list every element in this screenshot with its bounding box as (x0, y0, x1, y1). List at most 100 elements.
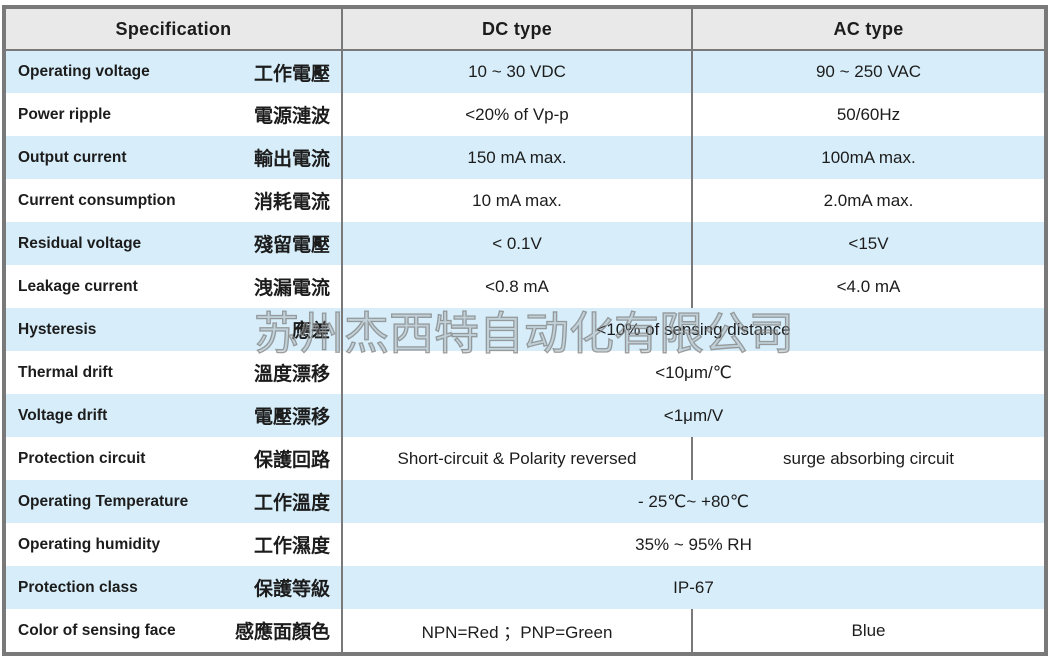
value-merged: <10μm/℃ (341, 351, 1044, 394)
header-ac-type: AC type (691, 9, 1044, 51)
table-row: Voltage drift 電壓漂移 <1μm/V (6, 394, 1044, 437)
value-dc: 150 mA max. (341, 136, 692, 179)
spec-label-en: Protection circuit (18, 449, 146, 467)
spec-label-zh: 應差 (291, 321, 330, 342)
spec-label-cell: Protection class 保護等級 (6, 566, 342, 609)
value-merged: IP-67 (341, 566, 1044, 609)
header-dc-type: DC type (341, 9, 692, 51)
value-dc: <0.8 mA (341, 265, 692, 308)
spec-label-en: Operating humidity (18, 535, 161, 553)
spec-label-en: Hysteresis (18, 320, 97, 338)
table-row: Current consumption 消耗電流 10 mA max. 2.0mA m… (6, 179, 1044, 222)
spec-label-cell: Operating voltage 工作電壓 (6, 50, 342, 93)
spec-label-wrap: Protection class 保護等級 (18, 574, 330, 601)
spec-label-cell: Color of sensing face 感應面顏色 (6, 609, 342, 652)
table-header: Specification DC type AC type (6, 9, 1044, 51)
value-ac: 2.0mA max. (691, 179, 1044, 222)
spec-label-wrap: Power ripple 電源漣波 (18, 101, 330, 128)
table-body: Operating voltage 工作電壓 10 ~ 30 VDC 90 ~ 250… (6, 50, 1044, 652)
table-row: Operating voltage 工作電壓 10 ~ 30 VDC 90 ~ 250… (6, 50, 1044, 93)
spec-label-wrap: Current consumption 消耗電流 (18, 187, 330, 214)
header-specification: Specification (6, 9, 342, 51)
value-ac: <4.0 mA (691, 265, 1044, 308)
spec-label-cell: Residual voltage 殘留電壓 (6, 222, 342, 265)
value-dc: Short-circuit & Polarity reversed (341, 437, 692, 480)
spec-label-en: Current consumption (18, 191, 176, 209)
spec-label-en: Color of sensing face (18, 621, 176, 639)
value-dc: 10 ~ 30 VDC (341, 50, 692, 93)
spec-label-cell: Current consumption 消耗電流 (6, 179, 342, 222)
value-dc: < 0.1V (341, 222, 692, 265)
spec-label-wrap: Voltage drift 電壓漂移 (18, 402, 330, 429)
spec-label-zh: 電源漣波 (253, 106, 330, 127)
spec-label-en: Operating voltage (18, 63, 150, 80)
spec-label-cell: Output current 輸出電流 (6, 136, 342, 179)
value-merged: 35% ~ 95% RH (341, 523, 1044, 566)
value-ac: 90 ~ 250 VAC (691, 50, 1044, 93)
spec-label-en: Power ripple (18, 105, 112, 123)
specification-table: Specification DC type AC type Operating … (6, 9, 1044, 652)
value-merged: <10% of sensing distance (341, 308, 1044, 351)
spec-label-zh: 感應面顏色 (234, 622, 330, 643)
table-row: Color of sensing face 感應面顏色 NPN=Red ；PNP=G… (6, 609, 1044, 652)
spec-label-zh: 工作溫度 (253, 493, 330, 514)
spec-label-wrap: Protection circuit 保護回路 (18, 445, 330, 472)
value-dc: <20% of Vp-p (341, 93, 692, 136)
value-dc: 10 mA max. (341, 179, 692, 222)
value-dc: NPN=Red ；PNP=Green (341, 609, 692, 652)
spec-label-zh: 工作電壓 (253, 63, 330, 85)
spec-label-wrap: Operating Temperature 工作溫度 (18, 488, 330, 515)
spec-label-zh: 電壓漂移 (253, 407, 330, 428)
table-row: Protection class 保護等級 IP-67 (6, 566, 1044, 609)
spec-label-wrap: Operating voltage 工作電壓 (18, 59, 330, 86)
table-row: Operating Temperature 工作溫度 - 25℃~ +80℃ (6, 480, 1044, 523)
table-row: Hysteresis 應差 <10% of sensing distance (6, 308, 1044, 351)
value-ac: 50/60Hz (691, 93, 1044, 136)
value-ac: surge absorbing circuit (691, 437, 1044, 480)
value-merged: - 25℃~ +80℃ (341, 480, 1044, 523)
spec-label-zh: 保護回路 (253, 450, 330, 471)
spec-label-wrap: Leakage current 洩漏電流 (18, 273, 330, 300)
spec-label-zh: 殘留電壓 (253, 235, 330, 256)
table-row: Residual voltage 殘留電壓 < 0.1V <15V (6, 222, 1044, 265)
spec-label-cell: Operating Temperature 工作溫度 (6, 480, 342, 523)
spec-label-en: Thermal drift (18, 363, 113, 381)
spec-label-zh: 消耗電流 (253, 192, 330, 213)
table-row: Power ripple 電源漣波 <20% of Vp-p 50/60Hz (6, 93, 1044, 136)
spec-label-zh: 洩漏電流 (253, 278, 330, 299)
table-row: Protection circuit 保護回路 Short-circuit & Po… (6, 437, 1044, 480)
spec-label-wrap: Residual voltage 殘留電壓 (18, 230, 330, 257)
value-merged: <1μm/V (341, 394, 1044, 437)
spec-label-cell: Leakage current 洩漏電流 (6, 265, 342, 308)
spec-table-frame: Specification DC type AC type Operating … (2, 5, 1048, 656)
spec-label-wrap: Operating humidity 工作濕度 (18, 531, 330, 558)
spec-label-en: Operating Temperature (18, 492, 189, 510)
spec-label-wrap: Hysteresis 應差 (18, 316, 330, 343)
table-row: Leakage current 洩漏電流 <0.8 mA <4.0 mA (6, 265, 1044, 308)
spec-label-wrap: Thermal drift 溫度漂移 (18, 359, 330, 386)
spec-label-cell: Hysteresis 應差 (6, 308, 342, 351)
value-ac: Blue (691, 609, 1044, 652)
spec-label-zh: 輸出電流 (253, 149, 330, 170)
spec-label-zh: 保護等級 (253, 579, 330, 600)
spec-label-zh: 溫度漂移 (253, 364, 330, 385)
spec-label-cell: Power ripple 電源漣波 (6, 93, 342, 136)
table-row: Operating humidity 工作濕度 35% ~ 95% RH (6, 523, 1044, 566)
spec-label-wrap: Color of sensing face 感應面顏色 (18, 617, 330, 644)
spec-label-zh: 工作濕度 (253, 536, 330, 557)
spec-label-cell: Protection circuit 保護回路 (6, 437, 342, 480)
table-row: Output current 輸出電流 150 mA max. 100mA max. (6, 136, 1044, 179)
spec-label-en: Voltage drift (18, 406, 108, 424)
value-ac: <15V (691, 222, 1044, 265)
table-row: Thermal drift 溫度漂移 <10μm/℃ (6, 351, 1044, 394)
spec-label-cell: Voltage drift 電壓漂移 (6, 394, 342, 437)
spec-label-en: Protection class (18, 578, 138, 596)
header-row: Specification DC type AC type (6, 9, 1044, 51)
value-ac: 100mA max. (691, 136, 1044, 179)
spec-label-en: Residual voltage (18, 234, 142, 252)
spec-label-cell: Operating humidity 工作濕度 (6, 523, 342, 566)
spec-label-en: Output current (18, 148, 127, 166)
spec-label-en: Leakage current (18, 277, 138, 295)
spec-label-wrap: Output current 輸出電流 (18, 144, 330, 171)
spec-label-cell: Thermal drift 溫度漂移 (6, 351, 342, 394)
